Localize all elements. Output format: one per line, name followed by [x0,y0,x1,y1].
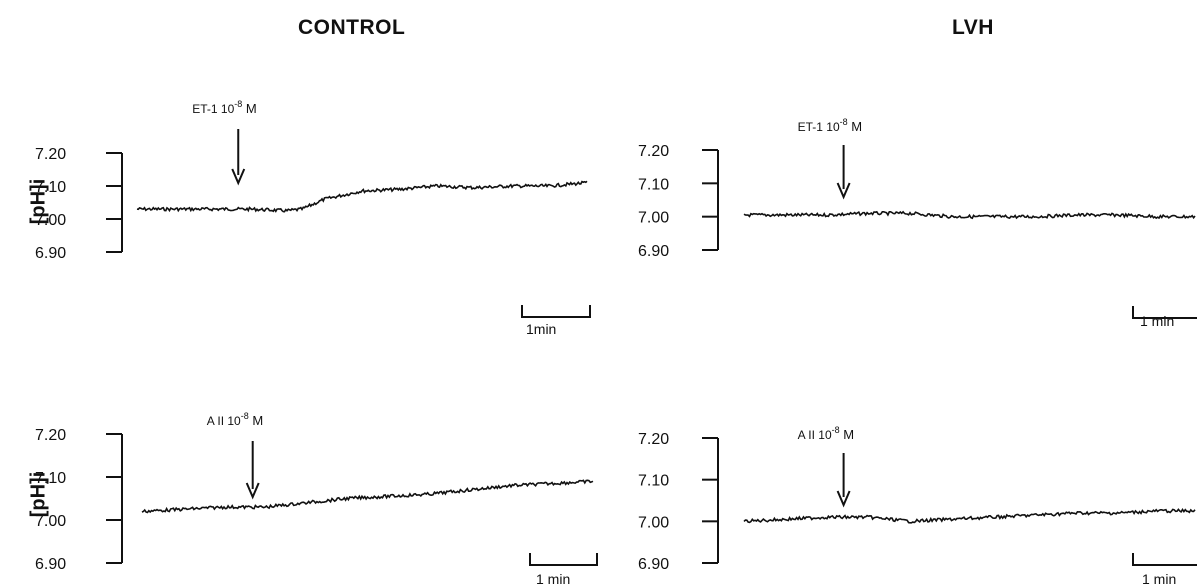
y-tick-label-2-3: 6.90 [35,556,66,573]
application-arrow-head-1 [836,182,851,200]
y-tick-label-0-0: 7.20 [35,146,66,163]
application-label-2: A II 10-8 M [207,411,264,428]
time-scale-bar-0 [521,305,591,318]
ph-trace-0 [136,180,588,213]
y-tick-label-1-1: 7.10 [638,176,669,193]
application-arrow-head-2 [245,482,260,500]
y-tick-label-1-3: 6.90 [638,243,669,260]
y-tick-label-3-1: 7.10 [638,473,669,490]
application-unit-3: M [840,427,854,442]
y-tick-label-1-2: 7.00 [638,210,669,227]
time-scale-label-2: 1 min [536,571,570,587]
time-scale-bar-1 [1132,306,1197,319]
y-tick-label-0-2: 7.00 [35,212,66,229]
y-tick-label-1-0: 7.20 [638,143,669,160]
time-scale-label-3: 1 min [1142,571,1176,587]
application-agent-1: ET-1 10 [798,120,840,134]
lvh-column-title: LVH [952,16,994,39]
application-unit-0: M [242,101,256,116]
application-exponent-2: -8 [241,411,249,421]
application-arrow-head-3 [836,490,851,508]
y-tick-label-0-1: 7.10 [35,179,66,196]
time-scale-bar-3 [1132,553,1197,566]
application-agent-2: A II 10 [207,414,241,428]
y-tick-label-3-0: 7.20 [638,431,669,448]
time-scale-label-0: 1min [526,321,556,337]
control-column-title: CONTROL [298,16,406,39]
ph-trace-1 [743,210,1196,220]
application-label-3: A II 10-8 M [798,425,855,442]
application-arrow-head-0 [231,168,246,186]
application-unit-2: M [249,413,263,428]
application-exponent-3: -8 [832,425,840,435]
y-tick-label-2-1: 7.10 [35,470,66,487]
application-exponent-1: -8 [840,117,848,127]
time-scale-label-1: 1 min [1140,313,1174,329]
application-unit-1: M [848,119,862,134]
y-tick-label-0-3: 6.90 [35,245,66,262]
ph-trace-2 [141,479,594,514]
application-label-1: ET-1 10-8 M [798,117,863,134]
y-tick-label-3-3: 6.90 [638,556,669,573]
ph-trace-3 [743,507,1196,524]
y-tick-label-2-0: 7.20 [35,427,66,444]
application-agent-0: ET-1 10 [192,102,234,116]
application-exponent-0: -8 [234,99,242,109]
y-tick-label-3-2: 7.00 [638,514,669,531]
time-scale-bar-2 [529,553,598,566]
y-tick-label-2-2: 7.00 [35,513,66,530]
application-agent-3: A II 10 [798,428,832,442]
application-label-0: ET-1 10-8 M [192,99,257,116]
